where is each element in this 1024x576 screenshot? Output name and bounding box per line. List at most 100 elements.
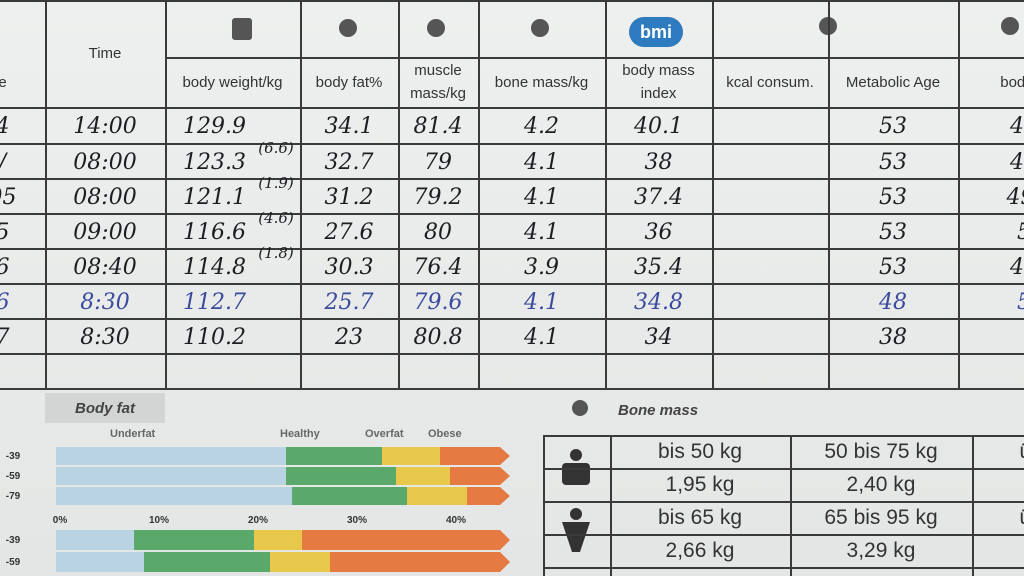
handwritten-value: 25.7 [324,289,374,315]
handwritten-value: 80 [424,219,452,245]
section-title: Body fat [75,399,135,417]
zone-label: Underfat [110,428,156,440]
handwritten-value: 129.9 [183,113,246,139]
handwritten-value: 49. [1006,184,1024,210]
rule [543,567,1024,569]
handwritten-value: 4.1 [524,324,559,350]
rule [790,435,792,576]
handwritten-value: 08:00 [73,149,137,175]
rule [958,0,960,388]
handwritten-value: 48 [1010,149,1024,175]
column-header: Metabolic Age [845,73,941,91]
handwritten-value: 49 [1010,254,1024,280]
rule [165,57,1024,59]
column-header: body weight/kg [182,73,283,91]
handwritten-value: 27.6 [324,219,374,245]
handwritten-value: 37.4 [634,184,683,210]
rule [45,0,47,388]
rule [0,0,1024,2]
rule [543,534,1024,536]
rule [0,178,1024,180]
rule [398,0,400,388]
handwritten-value: / [0,145,43,179]
handwritten-value: 34 [644,324,673,350]
handwritten-value: 23 [335,324,363,350]
handwritten-value: 32.7 [324,149,374,175]
column-header: body fat% [315,73,383,91]
body-fat-bars [56,447,510,572]
handwritten-value: 30.3 [324,254,374,280]
zone-label: Obese [428,428,462,440]
bone-mass-cell: 3,29 kg [846,539,916,562]
rule [543,501,1024,503]
handwritten-value: 34.1 [324,113,374,139]
handwritten-value: 116.6 [183,219,246,245]
rule [0,388,1024,390]
section-title: Bone mass [618,401,699,419]
handwritten-value: 40.1 [634,113,683,139]
bone-mass-cell: bis 50 kg [657,440,743,463]
rule [0,143,1024,145]
rule [610,435,612,576]
handwritten-value: 08:40 [73,254,137,280]
handwritten-value: 112.7 [183,289,246,315]
scale-label: 20% [247,514,268,526]
column-header: body w [1000,73,1024,91]
bone-mass-cell: 1,95 kg [665,473,735,496]
rule [0,283,1024,285]
handwritten-value: 6 [0,250,43,284]
handwritten-value: 53 [879,254,907,280]
column-header: kcal consum. [726,73,814,91]
handwritten-value: 38 [879,324,907,350]
column-header: Time [88,45,122,62]
bone-mass-cell: 2,40 kg [846,473,916,496]
rule [712,0,714,388]
handwritten-value: 35.4 [634,254,683,280]
handwritten-value: 81.4 [413,113,463,139]
handwritten-value: 34.8 [634,289,683,315]
handwritten-value: 8:30 [80,289,130,315]
bone-mass-cell: bis 65 kg [657,506,743,529]
handwritten-value: 3.9 [524,254,559,280]
rule [605,0,607,388]
rule [828,0,830,388]
handwritten-value: 4.1 [524,289,559,315]
handwritten-value: 8:30 [80,324,130,350]
handwritten-value: 09:00 [73,219,137,245]
handwritten-value: 7 [0,320,43,354]
handwritten-value: 6 [0,285,43,319]
handwritten-value: 5 [960,215,1024,249]
age-label: -39 [5,450,21,462]
handwritten-value: 53 [879,184,907,210]
handwritten-value: 4.1 [524,184,559,210]
handwritten-value: 123.3 [183,149,246,175]
column-header: body mass index [622,62,695,102]
handwritten-value: 5 [0,215,43,249]
handwritten-value: 80.8 [413,324,463,350]
handwritten-value: 79.2 [413,184,463,210]
scale-label: 30% [346,514,367,526]
label-box [45,393,165,423]
handwritten-value: 4.2 [524,113,559,139]
handwritten-value: 4 [0,109,43,143]
bmi-logo: bmi [639,21,672,42]
handwritten-value: 36 [644,219,673,245]
handwritten-value: 76.4 [413,254,463,280]
bone-mass-cell: üb [974,502,1024,534]
handwritten-value: 31.2 [324,184,374,210]
rule [543,435,1024,437]
rule [543,468,1024,470]
scale-label: 10% [148,514,169,526]
age-label: -39 [5,534,21,546]
bone-mass-cell: 50 bis 75 kg [824,440,938,463]
handwritten-value: 47 [1010,113,1024,139]
weight-note: (4.6) [258,209,294,227]
weight-note: (6.6) [258,139,294,157]
age-label: -59 [5,556,21,568]
handwritten-value: 114.8 [183,254,246,280]
scale-label: 40% [445,514,466,526]
age-label: -79 [5,490,21,502]
rule [300,0,302,388]
zone-label: Healthy [280,428,320,440]
